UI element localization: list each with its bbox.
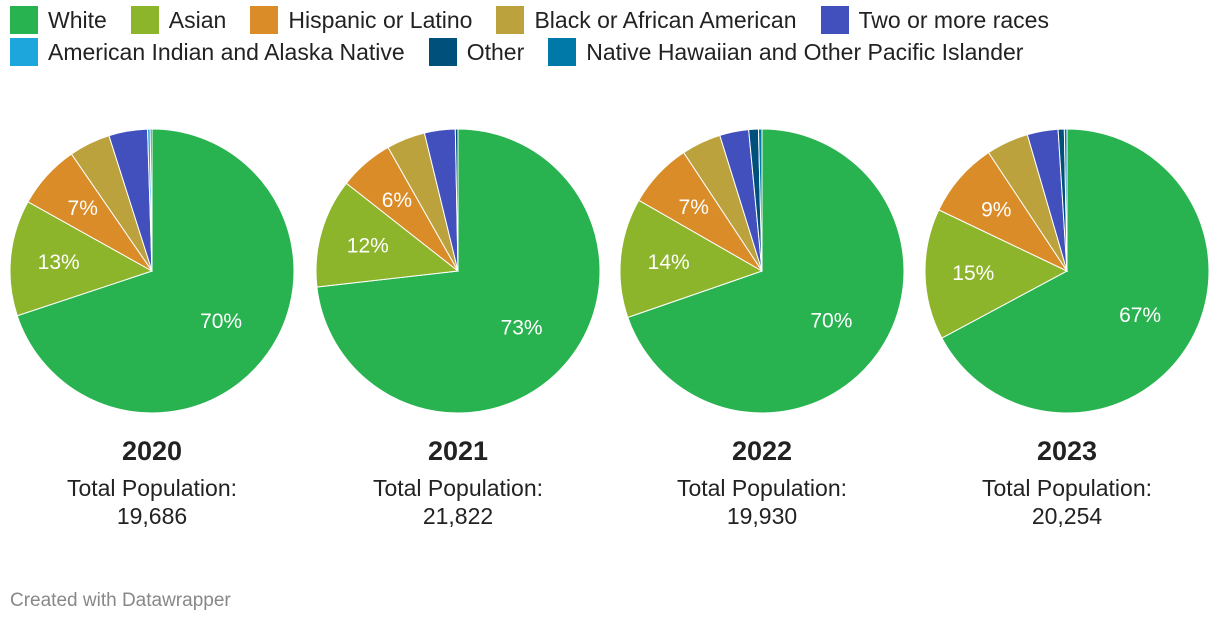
legend-item: Black or African American bbox=[496, 6, 797, 34]
year-label: 2022 bbox=[732, 436, 792, 466]
slice-label: 70% bbox=[200, 310, 242, 333]
legend-swatch bbox=[130, 6, 159, 34]
pie-2021: 73% 12% 6% 2021 Total Population:21,822 bbox=[315, 128, 601, 529]
pie-2023: 67% 15% 9% 2023 Total Population:20,254 bbox=[924, 128, 1210, 529]
legend-item: White bbox=[10, 6, 107, 34]
total-population-value: 20,254 bbox=[1032, 503, 1103, 529]
legend-item: Two or more races bbox=[820, 6, 1049, 34]
slice-label: 9% bbox=[981, 199, 1011, 222]
legend-label: American Indian and Alaska Native bbox=[48, 38, 405, 65]
legend-label: Native Hawaiian and Other Pacific Island… bbox=[586, 38, 1024, 65]
legend-swatch bbox=[496, 6, 525, 34]
pie-slice bbox=[627, 128, 905, 414]
legend-swatch bbox=[548, 38, 577, 66]
legend-item: Asian bbox=[130, 6, 227, 34]
slice-label: 73% bbox=[501, 317, 543, 340]
total-population-caption: Total Population: bbox=[677, 475, 847, 501]
pie-slice bbox=[315, 182, 460, 288]
legend-swatch bbox=[10, 38, 38, 66]
total-population-caption: Total Population: bbox=[67, 475, 237, 501]
total-population-value: 19,930 bbox=[727, 503, 797, 529]
legend-item: Native Hawaiian and Other Pacific Island… bbox=[548, 38, 1024, 66]
pie-slice bbox=[619, 199, 764, 319]
pie-slice bbox=[149, 128, 153, 272]
slice-label: 15% bbox=[952, 262, 994, 285]
legend-label: Black or African American bbox=[534, 6, 797, 33]
legend-label: Asian bbox=[168, 6, 227, 33]
pie-slice bbox=[941, 128, 1210, 414]
legend-swatch bbox=[10, 6, 38, 34]
slice-label: 7% bbox=[68, 197, 98, 220]
legend-swatch bbox=[820, 6, 849, 34]
legend-label: White bbox=[48, 6, 107, 33]
legend-swatch bbox=[250, 6, 279, 34]
legend-item: Hispanic or Latino bbox=[250, 6, 473, 34]
total-population-caption: Total Population: bbox=[373, 475, 543, 501]
slice-label: 70% bbox=[810, 309, 852, 332]
slice-label: 12% bbox=[347, 234, 389, 257]
slice-label: 14% bbox=[648, 251, 690, 274]
pie-slice bbox=[1063, 128, 1068, 272]
slice-label: 67% bbox=[1119, 304, 1161, 327]
total-population-value: 19,686 bbox=[117, 503, 187, 529]
slice-label: 7% bbox=[679, 196, 709, 219]
pie-2022: 70% 14% 7% 2022 Total Population:19,930 bbox=[619, 128, 905, 529]
year-label: 2021 bbox=[428, 436, 488, 466]
slice-label: 6% bbox=[382, 189, 412, 212]
datawrapper-credit: Created with Datawrapper bbox=[10, 590, 231, 611]
pie-2020: 70% 13% 7% 2020 Total Population:19,686 bbox=[9, 128, 295, 529]
year-label: 2020 bbox=[122, 436, 182, 466]
pie-slice bbox=[16, 128, 295, 414]
chart-legend: White Asian Hispanic or Latino Black or Afr… bbox=[10, 6, 1190, 66]
legend-label: Other bbox=[466, 38, 525, 65]
total-population-caption: Total Population: bbox=[982, 475, 1152, 501]
slice-label: 13% bbox=[38, 251, 80, 274]
pie-slice bbox=[454, 128, 459, 272]
total-population-value: 21,822 bbox=[423, 503, 493, 529]
pie-slice bbox=[924, 209, 1069, 339]
legend-item: American Indian and Alaska Native bbox=[10, 38, 405, 66]
legend-label: Hispanic or Latino bbox=[288, 6, 473, 33]
legend-swatch bbox=[428, 38, 457, 66]
legend-item: Other bbox=[428, 38, 525, 66]
pie-slice bbox=[757, 128, 763, 272]
legend-label: Two or more races bbox=[858, 6, 1049, 33]
year-label: 2023 bbox=[1037, 436, 1097, 466]
pie-slice bbox=[9, 201, 154, 317]
